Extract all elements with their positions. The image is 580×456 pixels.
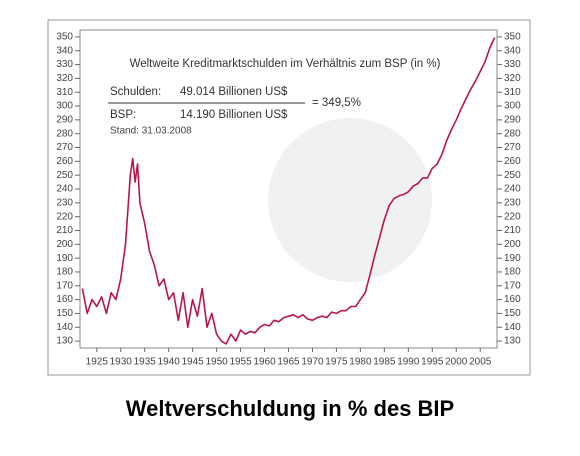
x-tick-label: 1940 xyxy=(158,357,181,368)
gdp-label: BSP: xyxy=(110,109,136,121)
y2-tick-label: 140 xyxy=(504,322,521,333)
x-tick-label: 1955 xyxy=(229,357,252,368)
x-tick-label: 1965 xyxy=(277,357,300,368)
y-tick-label: 190 xyxy=(56,253,73,264)
chart-title: Weltverschuldung in % des BIP xyxy=(126,396,454,421)
debt-label: Schulden: xyxy=(110,86,161,98)
y-tick-label: 250 xyxy=(56,170,73,181)
y-tick-label: 350 xyxy=(56,32,73,43)
result: = 349,5% xyxy=(312,97,361,109)
y-tick-label: 130 xyxy=(56,336,73,347)
data-line xyxy=(81,37,496,345)
y2-tick-label: 280 xyxy=(504,128,521,139)
y-tick-label: 240 xyxy=(56,184,73,195)
x-tick-label: 1950 xyxy=(205,357,228,368)
heading: Weltweite Kreditmarktschulden im Verhält… xyxy=(130,58,441,70)
y-tick-label: 140 xyxy=(56,322,73,333)
y2-tick-label: 290 xyxy=(504,115,521,126)
y2-tick-label: 180 xyxy=(504,267,521,278)
y2-tick-label: 240 xyxy=(504,184,521,195)
x-tick-label: 1980 xyxy=(349,357,372,368)
y2-tick-label: 160 xyxy=(504,294,521,305)
x-tick-label: 2005 xyxy=(469,357,492,368)
y2-tick-label: 220 xyxy=(504,211,521,222)
y2-tick-label: 200 xyxy=(504,239,521,250)
x-tick-label: 1930 xyxy=(110,357,133,368)
y-tick-label: 220 xyxy=(56,211,73,222)
y-tick-label: 310 xyxy=(56,87,73,98)
y-tick-label: 150 xyxy=(56,308,73,319)
y2-tick-label: 330 xyxy=(504,59,521,70)
x-tick-label: 1975 xyxy=(325,357,348,368)
y-tick-label: 200 xyxy=(56,239,73,250)
x-tick-label: 1995 xyxy=(421,357,444,368)
y2-tick-label: 260 xyxy=(504,156,521,167)
watermark xyxy=(268,118,432,282)
y2-tick-label: 170 xyxy=(504,280,521,291)
y-tick-label: 280 xyxy=(56,128,73,139)
x-tick-label: 1990 xyxy=(397,357,420,368)
x-tick-label: 1935 xyxy=(134,357,157,368)
x-tick-label: 1985 xyxy=(373,357,396,368)
y-tick-label: 160 xyxy=(56,294,73,305)
y2-tick-label: 130 xyxy=(504,336,521,347)
x-tick-label: 1960 xyxy=(253,357,276,368)
y-tick-label: 300 xyxy=(56,101,73,112)
y2-tick-label: 150 xyxy=(504,308,521,319)
y-tick-label: 320 xyxy=(56,73,73,84)
y2-tick-label: 230 xyxy=(504,197,521,208)
debt-value: 49.014 Billionen US$ xyxy=(180,86,288,98)
y2-tick-label: 270 xyxy=(504,142,521,153)
y-tick-label: 340 xyxy=(56,45,73,56)
x-tick-label: 1945 xyxy=(182,357,205,368)
y-tick-label: 170 xyxy=(56,280,73,291)
y2-tick-label: 340 xyxy=(504,45,521,56)
gdp-value: 14.190 Billionen US$ xyxy=(180,109,288,121)
x-tick-label: 2000 xyxy=(445,357,468,368)
y2-tick-label: 300 xyxy=(504,101,521,112)
y-tick-label: 210 xyxy=(56,225,73,236)
y2-tick-label: 310 xyxy=(504,87,521,98)
date: Stand: 31.03.2008 xyxy=(110,126,192,137)
y-tick-label: 290 xyxy=(56,115,73,126)
y2-tick-label: 190 xyxy=(504,253,521,264)
x-tick-label: 1970 xyxy=(301,357,324,368)
x-tick-label: 1925 xyxy=(86,357,109,368)
y2-tick-label: 350 xyxy=(504,32,521,43)
y-tick-label: 180 xyxy=(56,267,73,278)
y-tick-label: 260 xyxy=(56,156,73,167)
y2-tick-label: 320 xyxy=(504,73,521,84)
y2-tick-label: 250 xyxy=(504,170,521,181)
y-tick-label: 270 xyxy=(56,142,73,153)
y2-tick-label: 210 xyxy=(504,225,521,236)
y-tick-label: 330 xyxy=(56,59,73,70)
y-tick-label: 230 xyxy=(56,197,73,208)
